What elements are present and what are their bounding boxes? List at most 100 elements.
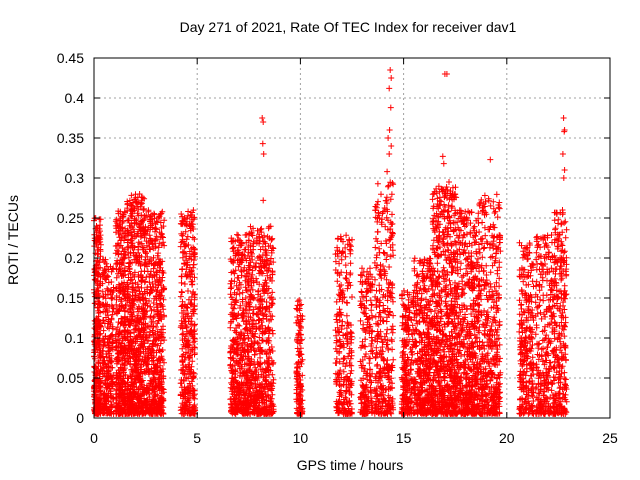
data-point [102, 291, 109, 298]
data-point [140, 207, 147, 213]
data-point [121, 331, 128, 338]
data-point [117, 265, 124, 272]
data-point [120, 211, 127, 218]
data-point [94, 246, 101, 253]
data-point [101, 370, 108, 377]
data-point [106, 380, 113, 387]
data-point [121, 401, 127, 408]
data-point [372, 354, 379, 361]
data-point [115, 308, 122, 315]
data-point [366, 355, 372, 362]
data-point [102, 361, 109, 368]
data-point [97, 238, 104, 245]
data-point [92, 382, 99, 389]
data-point [113, 229, 119, 236]
data-point [117, 387, 124, 394]
data-point [116, 221, 123, 228]
data-point [101, 320, 108, 327]
data-point [179, 249, 186, 256]
data-point [120, 254, 127, 261]
data-point [94, 265, 101, 272]
data-point [95, 313, 102, 320]
data-point [116, 329, 123, 336]
data-point [383, 256, 390, 263]
data-point [104, 307, 111, 314]
data-point [344, 319, 351, 326]
data-point [343, 312, 350, 319]
data-point [107, 388, 114, 395]
data-point [96, 319, 103, 326]
data-point [91, 300, 98, 307]
data-point [178, 279, 185, 286]
data-point [234, 231, 240, 238]
data-point [179, 289, 185, 296]
data-point [177, 293, 184, 300]
data-point [349, 294, 355, 300]
chart-title: Day 271 of 2021, Rate Of TEC Index for r… [180, 19, 517, 35]
data-point [367, 297, 374, 304]
data-point [390, 312, 397, 319]
data-point [333, 298, 340, 305]
data-point [108, 394, 115, 401]
data-point [343, 276, 350, 282]
data-point [113, 216, 120, 223]
data-point [336, 306, 343, 313]
data-point [97, 387, 104, 394]
data-point [114, 375, 121, 382]
data-point [121, 235, 127, 241]
data-point [100, 365, 107, 372]
data-point [109, 340, 116, 347]
data-point [99, 337, 106, 344]
data-point [116, 303, 123, 310]
data-point [103, 314, 109, 321]
data-point [100, 273, 107, 280]
data-point [100, 317, 106, 324]
data-point [113, 286, 120, 292]
data-point [108, 332, 115, 339]
data-point [119, 273, 126, 279]
data-point [117, 237, 124, 244]
data-point [386, 264, 393, 270]
data-point [118, 367, 125, 373]
data-point [102, 333, 109, 340]
data-point [126, 259, 133, 266]
data-point [374, 320, 381, 327]
data-point [108, 364, 114, 371]
data-point [189, 281, 196, 288]
data-point [159, 326, 166, 333]
data-point [181, 281, 188, 287]
data-point [372, 244, 379, 251]
data-point [117, 215, 124, 222]
data-point [100, 294, 106, 301]
data-point [269, 289, 276, 296]
data-point [380, 302, 387, 309]
data-point [103, 276, 110, 283]
data-point [117, 298, 124, 305]
data-point [106, 342, 113, 349]
data-point [108, 401, 115, 408]
data-point [376, 245, 383, 252]
data-point [348, 330, 355, 337]
data-point [102, 407, 109, 413]
data-point [118, 407, 125, 414]
data-point [116, 370, 123, 377]
data-point [117, 208, 124, 215]
data-point [97, 232, 104, 239]
data-point [388, 191, 395, 198]
data-point [346, 279, 353, 286]
data-point [99, 347, 106, 354]
data-point [119, 398, 126, 405]
data-point [101, 357, 108, 364]
data-point [389, 346, 396, 353]
data-point [113, 293, 120, 299]
data-point [103, 342, 109, 349]
data-point [94, 304, 101, 311]
data-point [115, 270, 121, 277]
data-point [343, 232, 350, 239]
data-point [384, 326, 391, 333]
data-point [269, 330, 276, 337]
data-point [101, 390, 108, 397]
data-point [121, 307, 128, 314]
data-point [115, 354, 122, 360]
